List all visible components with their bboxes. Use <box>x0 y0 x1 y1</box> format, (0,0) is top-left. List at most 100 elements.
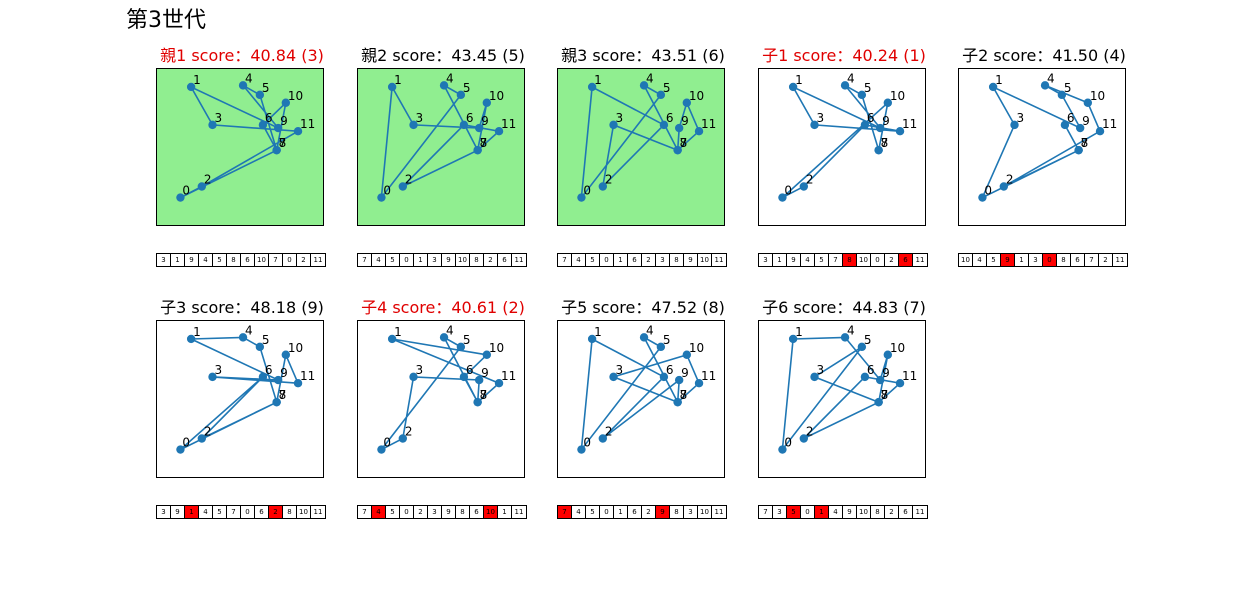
city-point-2 <box>799 182 809 191</box>
city-point-5 <box>456 90 466 100</box>
gene-cell: 4 <box>801 254 815 266</box>
gene-cell: 6 <box>498 254 512 266</box>
gene-cell: 10 <box>857 506 871 518</box>
city-label-1: 1 <box>193 325 201 339</box>
route-plot: 0 1 2 3 45 678 910 11 <box>156 320 324 478</box>
city-label-5: 5 <box>663 333 671 347</box>
city-point-0 <box>176 445 185 454</box>
city-point-9 <box>875 375 885 385</box>
gene-strip: 3 9 1 4 5 7 0 6 2 8 10 11 <box>156 505 326 519</box>
gene-cell: 9 <box>787 254 801 266</box>
city-label-10: 10 <box>689 341 704 355</box>
city-label-1: 1 <box>394 325 402 339</box>
city-point-3 <box>810 120 819 130</box>
gene-cell: 2 <box>269 506 283 518</box>
city-label-4: 4 <box>1047 71 1055 85</box>
gene-cell: 1 <box>773 254 787 266</box>
gene-cell: 3 <box>157 506 171 518</box>
page-title: 第3世代 <box>126 8 206 33</box>
city-point-3 <box>609 120 618 130</box>
gene-cell: 2 <box>414 506 428 518</box>
gene-cell: 2 <box>484 254 498 266</box>
city-point-8 <box>272 397 281 407</box>
city-point-9 <box>273 375 283 385</box>
city-label-10: 10 <box>1090 89 1105 103</box>
city-point-4 <box>840 81 850 90</box>
city-label-2: 2 <box>405 173 413 187</box>
gene-strip: 3 1 9 4 5 7 8 10 0 2 6 11 <box>758 253 928 267</box>
plot-frame <box>156 68 324 226</box>
gene-cell: 4 <box>829 506 843 518</box>
city-label-8: 8 <box>480 388 488 402</box>
city-label-4: 4 <box>446 323 454 337</box>
gene-cell: 9 <box>843 506 857 518</box>
city-point-8 <box>874 145 883 155</box>
city-label-9: 9 <box>882 366 890 380</box>
gene-cell: 8 <box>456 506 470 518</box>
city-point-10 <box>682 98 692 107</box>
gene-cell: 1 <box>414 254 428 266</box>
gene-cell: 1 <box>1015 254 1029 266</box>
city-label-4: 4 <box>847 71 855 85</box>
city-point-9 <box>674 375 684 385</box>
city-label-2: 2 <box>405 425 413 439</box>
gene-cell: 6 <box>1071 254 1085 266</box>
gene-strip: 7 4 5 0 1 6 2 9 8 3 10 11 <box>557 505 727 519</box>
city-label-2: 2 <box>605 173 613 187</box>
city-point-6 <box>1060 120 1070 130</box>
city-label-10: 10 <box>890 89 905 103</box>
gene-cell: 11 <box>313 508 323 516</box>
city-label-0: 0 <box>182 436 190 450</box>
city-point-9 <box>474 123 484 133</box>
city-label-5: 5 <box>663 81 671 95</box>
gene-cell: 5 <box>787 506 801 518</box>
city-label-4: 4 <box>646 71 654 85</box>
gene-cell: 2 <box>297 254 311 266</box>
gene-cell: 8 <box>470 254 484 266</box>
panel-title: 親1 score：40.84 (3) <box>160 46 324 65</box>
city-label-5: 5 <box>864 333 872 347</box>
gene-cell: 4 <box>372 254 386 266</box>
city-point-1 <box>186 334 196 344</box>
city-label-10: 10 <box>288 341 303 355</box>
city-label-8: 8 <box>279 388 287 402</box>
gene-strip: 7 4 5 0 1 3 9 10 8 2 6 11 <box>357 253 527 267</box>
city-point-5 <box>456 342 466 352</box>
city-point-8 <box>673 145 682 155</box>
city-label-9: 9 <box>681 114 689 128</box>
city-point-1 <box>587 334 597 344</box>
city-point-5 <box>255 90 265 100</box>
city-point-6 <box>860 120 870 130</box>
city-point-8 <box>473 397 482 407</box>
city-point-5 <box>857 90 867 100</box>
gene-cell: 1 <box>614 254 628 266</box>
gene-cell: 3 <box>1029 254 1043 266</box>
city-point-8 <box>874 397 883 407</box>
route-plot: 0 1 2 3 45 678 910 11 <box>758 68 926 226</box>
gene-cell: 5 <box>213 254 227 266</box>
panel-5: 子2 score：41.50 (4) 0 1 2 3 4 5 6 7 8 9 10 11 10 4 5 9 1 3 0… <box>958 46 1128 271</box>
city-point-1 <box>387 334 397 344</box>
gene-cell: 5 <box>586 506 600 518</box>
city-point-6 <box>860 372 870 382</box>
city-label-5: 5 <box>463 81 471 95</box>
gene-cell: 7 <box>358 254 372 266</box>
city-label-2: 2 <box>806 173 814 187</box>
city-point-10 <box>482 350 492 359</box>
city-point-4 <box>639 333 649 342</box>
city-point-4 <box>439 81 449 90</box>
gene-cell: 3 <box>157 254 171 266</box>
city-point-3 <box>810 372 819 382</box>
city-label-4: 4 <box>245 71 253 85</box>
city-label-1: 1 <box>995 73 1003 87</box>
gene-cell: 7 <box>558 254 572 266</box>
city-point-4 <box>238 81 248 90</box>
city-point-2 <box>197 434 207 443</box>
gene-cell: 11 <box>313 256 323 264</box>
gene-cell: 9 <box>1001 254 1015 266</box>
city-label-8: 8 <box>480 136 488 150</box>
gene-cell: 4 <box>572 254 586 266</box>
city-label-0: 0 <box>383 184 391 198</box>
city-label-6: 6 <box>666 363 674 377</box>
gene-cell: 6 <box>628 254 642 266</box>
